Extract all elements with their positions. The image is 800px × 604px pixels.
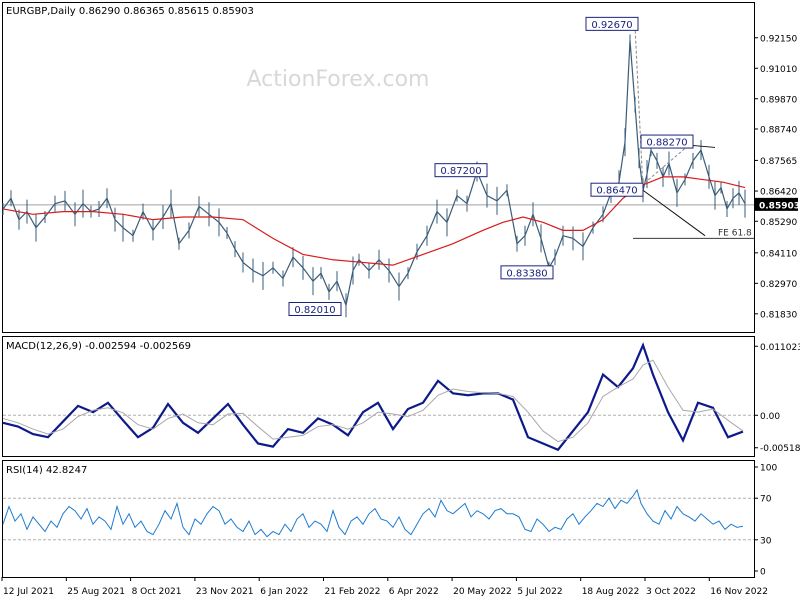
x-axis: 12 Jul 2021 25 Aug 2021 8 Oct 2021 23 Nov 2… xyxy=(1,577,768,597)
price-y-tick-label: 0.81830 xyxy=(760,310,797,320)
price-y-tick-label: 0.89870 xyxy=(760,95,797,105)
rsi-title: RSI(14) 42.8247 xyxy=(6,465,87,476)
x-tick-label: 6 Apr 2022 xyxy=(389,587,439,597)
price-annotation-label: 0.83380 xyxy=(506,268,547,279)
x-tick-label: 25 Aug 2021 xyxy=(67,587,125,597)
macd-title: MACD(12,26,9) -0.002594 -0.002569 xyxy=(6,341,191,352)
fe-label: FE 61.8 xyxy=(718,228,752,238)
x-tick-label: 21 Feb 2022 xyxy=(325,587,381,597)
price-series-layer xyxy=(2,25,746,318)
macd-y-tick-label: -0.005182 xyxy=(760,444,800,454)
price-y-tick-label: 0.87565 xyxy=(760,157,797,167)
rsi-line xyxy=(2,488,744,538)
price-reference-lines: FE 61.8 xyxy=(3,204,754,239)
price-annotation-label: 0.82010 xyxy=(294,305,335,316)
x-tick-label: 20 May 2022 xyxy=(453,587,512,597)
price-y-tick-label: 0.85290 xyxy=(760,218,797,228)
fib-dashed-line xyxy=(632,141,694,194)
price-y-tick-label: 0.88740 xyxy=(760,125,797,135)
macd-y-axis: 0.011023 0.00 -0.005182 xyxy=(754,343,800,454)
x-tick-label: 3 Oct 2022 xyxy=(646,587,696,597)
price-annotation-box xyxy=(590,182,644,197)
peak-dashed-line xyxy=(634,25,644,190)
price-line xyxy=(2,40,746,308)
price-annotation-label: 0.88270 xyxy=(646,138,687,149)
x-tick-label: 16 Nov 2022 xyxy=(710,587,768,597)
x-tick-label: 6 Jan 2022 xyxy=(260,587,308,597)
current-price-box xyxy=(755,197,798,211)
price-annotation-box xyxy=(434,163,488,178)
x-tick-label: 12 Jul 2021 xyxy=(3,587,54,597)
price-title: EURGBP,Daily 0.86290 0.86365 0.85615 0.8… xyxy=(6,6,254,17)
macd-y-tick-label: 0.00 xyxy=(760,412,780,422)
price-annotation-box xyxy=(585,16,639,31)
price-y-tick-label: 0.92150 xyxy=(760,34,797,44)
rsi-y-tick-label: 100 xyxy=(760,464,777,474)
rsi-y-tick-label: 30 xyxy=(760,536,772,546)
signal-line xyxy=(2,359,744,443)
x-tick-label: 8 Oct 2021 xyxy=(132,587,182,597)
moving-average-line xyxy=(2,176,746,266)
price-annotations: 0.92670 0.87200 0.88270 0.86470 0.83380 0.820… xyxy=(288,16,694,316)
price-annotation-label: 0.87200 xyxy=(440,166,481,177)
price-panel-frame xyxy=(2,2,755,333)
price-y-tick-label: 0.84110 xyxy=(760,249,797,259)
rsi-y-axis: 100 70 30 0 xyxy=(754,464,777,578)
price-annotation-box xyxy=(500,265,554,280)
current-price-label: 0.85903 xyxy=(759,201,800,211)
price-y-axis: 0.92150 0.91010 0.89870 0.88740 0.87565 0.864… xyxy=(754,34,800,320)
macd-y-tick-label: 0.011023 xyxy=(760,343,800,353)
rsi-series-layer xyxy=(2,488,754,541)
price-annotation-label: 0.86470 xyxy=(596,186,637,197)
x-tick-label: 18 Aug 2022 xyxy=(582,587,640,597)
macd-panel-frame xyxy=(2,336,755,457)
macd-series-layer xyxy=(2,342,754,452)
price-annotation-label: 0.92670 xyxy=(591,20,632,31)
macd-line xyxy=(2,342,744,452)
x-tick-label: 23 Nov 2021 xyxy=(196,587,254,597)
price-annotation-box xyxy=(640,134,694,149)
rsi-panel-frame xyxy=(2,460,755,578)
x-tick-label: 5 Jul 2022 xyxy=(517,587,562,597)
price-y-tick-label: 0.91010 xyxy=(760,65,797,75)
price-y-tick-label: 0.86420 xyxy=(760,188,797,198)
rsi-y-tick-label: 70 xyxy=(760,495,772,505)
price-annotation-box xyxy=(288,301,342,316)
rsi-y-tick-label: 0 xyxy=(760,568,766,578)
price-y-tick-label: 0.82970 xyxy=(760,280,797,290)
wedge-lower-line xyxy=(642,189,706,237)
watermark: ActionForex.com xyxy=(247,67,430,92)
